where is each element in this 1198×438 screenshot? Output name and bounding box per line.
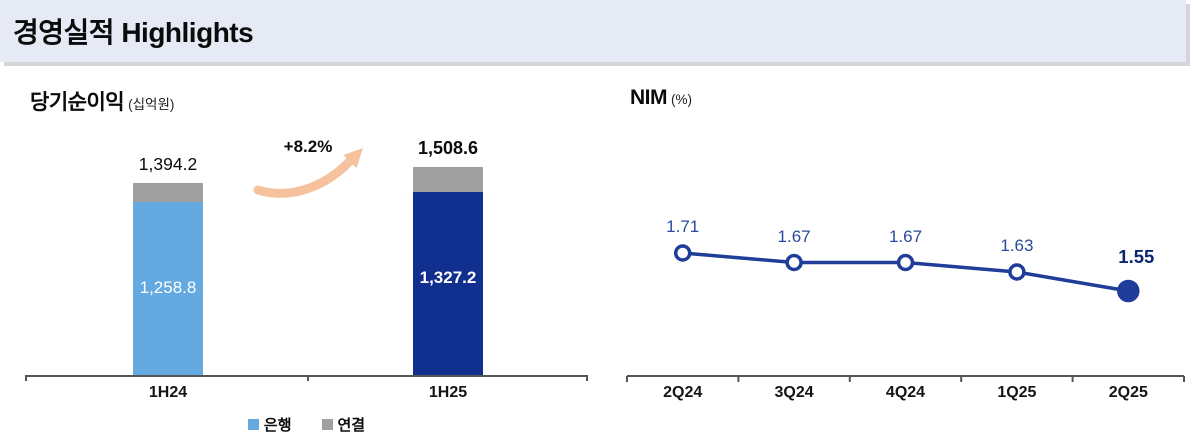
nim-value-label: 1.63 (1000, 236, 1034, 255)
nim-point (896, 253, 915, 272)
category-label: 2Q24 (663, 384, 703, 401)
nim-point (785, 253, 803, 272)
category-label: 1Q25 (997, 384, 1037, 401)
nim-value-label: 1.67 (888, 226, 923, 246)
growth-arrow-icon (253, 148, 363, 198)
category-label: 2Q25 (1108, 384, 1148, 401)
nim-title-text: NIM (630, 86, 668, 109)
nim-point (673, 244, 692, 262)
net-income-unit-label: (십억원) (128, 97, 175, 112)
net-income-title: 당기순이익 (십억원) (30, 86, 174, 116)
net-income-chart: 당기순이익 (십억원) 1,394.2 1,258.8 1H24 1,508.6 1,32… (0, 62, 610, 438)
bar-consolidated-cap (413, 167, 483, 193)
legend-label: 연결 (337, 417, 366, 434)
nim-plot: 1.71 2Q24 1.67 3Q24 1.67 4Q24 1.63 1Q25 1.55 2Q25 (610, 62, 1198, 438)
legend-label: 은행 (263, 417, 292, 434)
bar-bank (413, 192, 483, 375)
nim-value-label: 1.71 (666, 217, 700, 236)
page-title: 경영실적 Highlights (13, 17, 254, 48)
net-income-plot: 1,394.2 1,258.8 1H24 1,508.6 1,327.2 1H25 +8.2… (0, 62, 610, 438)
x-axis-tick (25, 375, 27, 381)
bar-total-label: 1,394.2 (138, 154, 198, 175)
category-label: 1H24 (148, 384, 188, 401)
bar-total-label: 1,508.6 (417, 138, 479, 159)
category-label: 3Q24 (774, 384, 814, 401)
x-axis-tick (586, 375, 588, 381)
legend-swatch-icon (321, 419, 333, 430)
growth-label: +8.2% (283, 137, 333, 156)
nim-unit-label: (%) (671, 92, 692, 107)
page-header: 경영실적 Highlights (0, 0, 1186, 62)
net-income-legend: 은행 연결 (25, 414, 588, 435)
legend-item: 연결 (321, 414, 366, 435)
nim-value-label: 1.55 (1118, 246, 1155, 267)
category-label: 4Q24 (885, 384, 926, 401)
nim-point-current (1117, 279, 1140, 303)
x-axis-tick (306, 375, 309, 381)
bar-consolidated-cap (133, 183, 203, 202)
bar-bank-label: 1,258.8 (139, 277, 197, 297)
bar-bank-label: 1,327.2 (419, 268, 477, 288)
nim-line-graphic (626, 244, 1185, 382)
legend-swatch-icon (247, 419, 259, 430)
nim-point (1008, 263, 1026, 281)
nim-value-label: 1.67 (777, 226, 811, 246)
nim-chart: NIM (%) 1.71 2Q24 1.67 3Q24 1.67 4Q24 1.63 1Q25 1… (610, 62, 1198, 438)
nim-title: NIM (%) (630, 86, 692, 110)
category-label: 1H25 (428, 384, 468, 401)
bar-bank (133, 201, 203, 375)
net-income-title-text: 당기순이익 (30, 91, 125, 114)
legend-item: 은행 (247, 414, 292, 435)
